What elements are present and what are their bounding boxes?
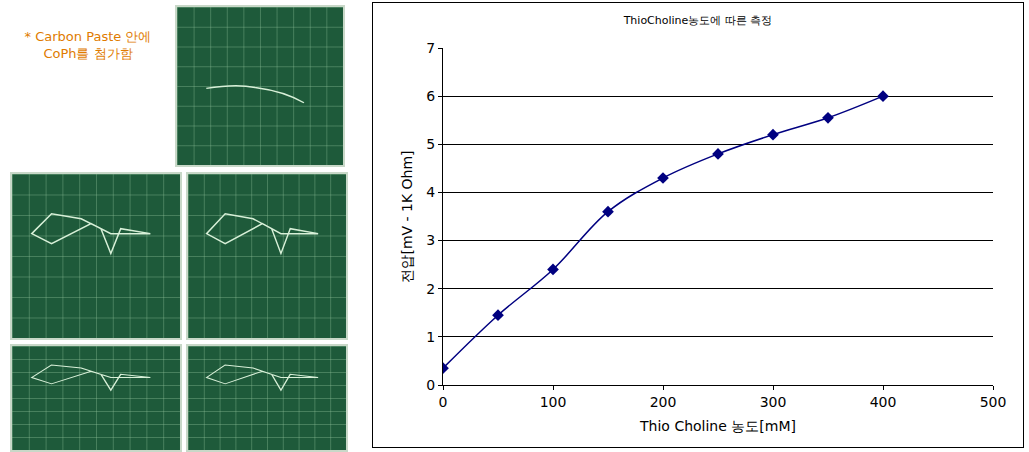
- svg-text:0: 0: [426, 377, 435, 393]
- html-text:* Carbon Paste 안에 CoPh를 첨가함: * Carbon Paste 안에 CoPh를 첨가함: [24, 29, 152, 61]
- svg-text:ThioCholine농도에 따른 측정: ThioCholine농도에 따른 측정: [623, 14, 773, 27]
- svg-text:6: 6: [426, 88, 435, 104]
- svg-text:전압[mV - 1K Ohm]: 전압[mV - 1K Ohm]: [399, 150, 415, 282]
- svg-text:Thio Choline 농도[mM]: Thio Choline 농도[mM]: [639, 418, 796, 434]
- svg-text:3: 3: [426, 232, 435, 248]
- svg-text:5: 5: [426, 136, 435, 152]
- svg-text:1: 1: [426, 329, 435, 345]
- svg-text:500: 500: [980, 394, 1007, 410]
- svg-text:0: 0: [439, 394, 448, 410]
- svg-text:200: 200: [650, 394, 677, 410]
- svg-text:7: 7: [426, 40, 435, 56]
- svg-text:2: 2: [426, 281, 435, 297]
- svg-text:100: 100: [540, 394, 567, 410]
- svg-text:4: 4: [426, 184, 435, 200]
- svg-text:300: 300: [760, 394, 787, 410]
- svg-text:400: 400: [870, 394, 897, 410]
